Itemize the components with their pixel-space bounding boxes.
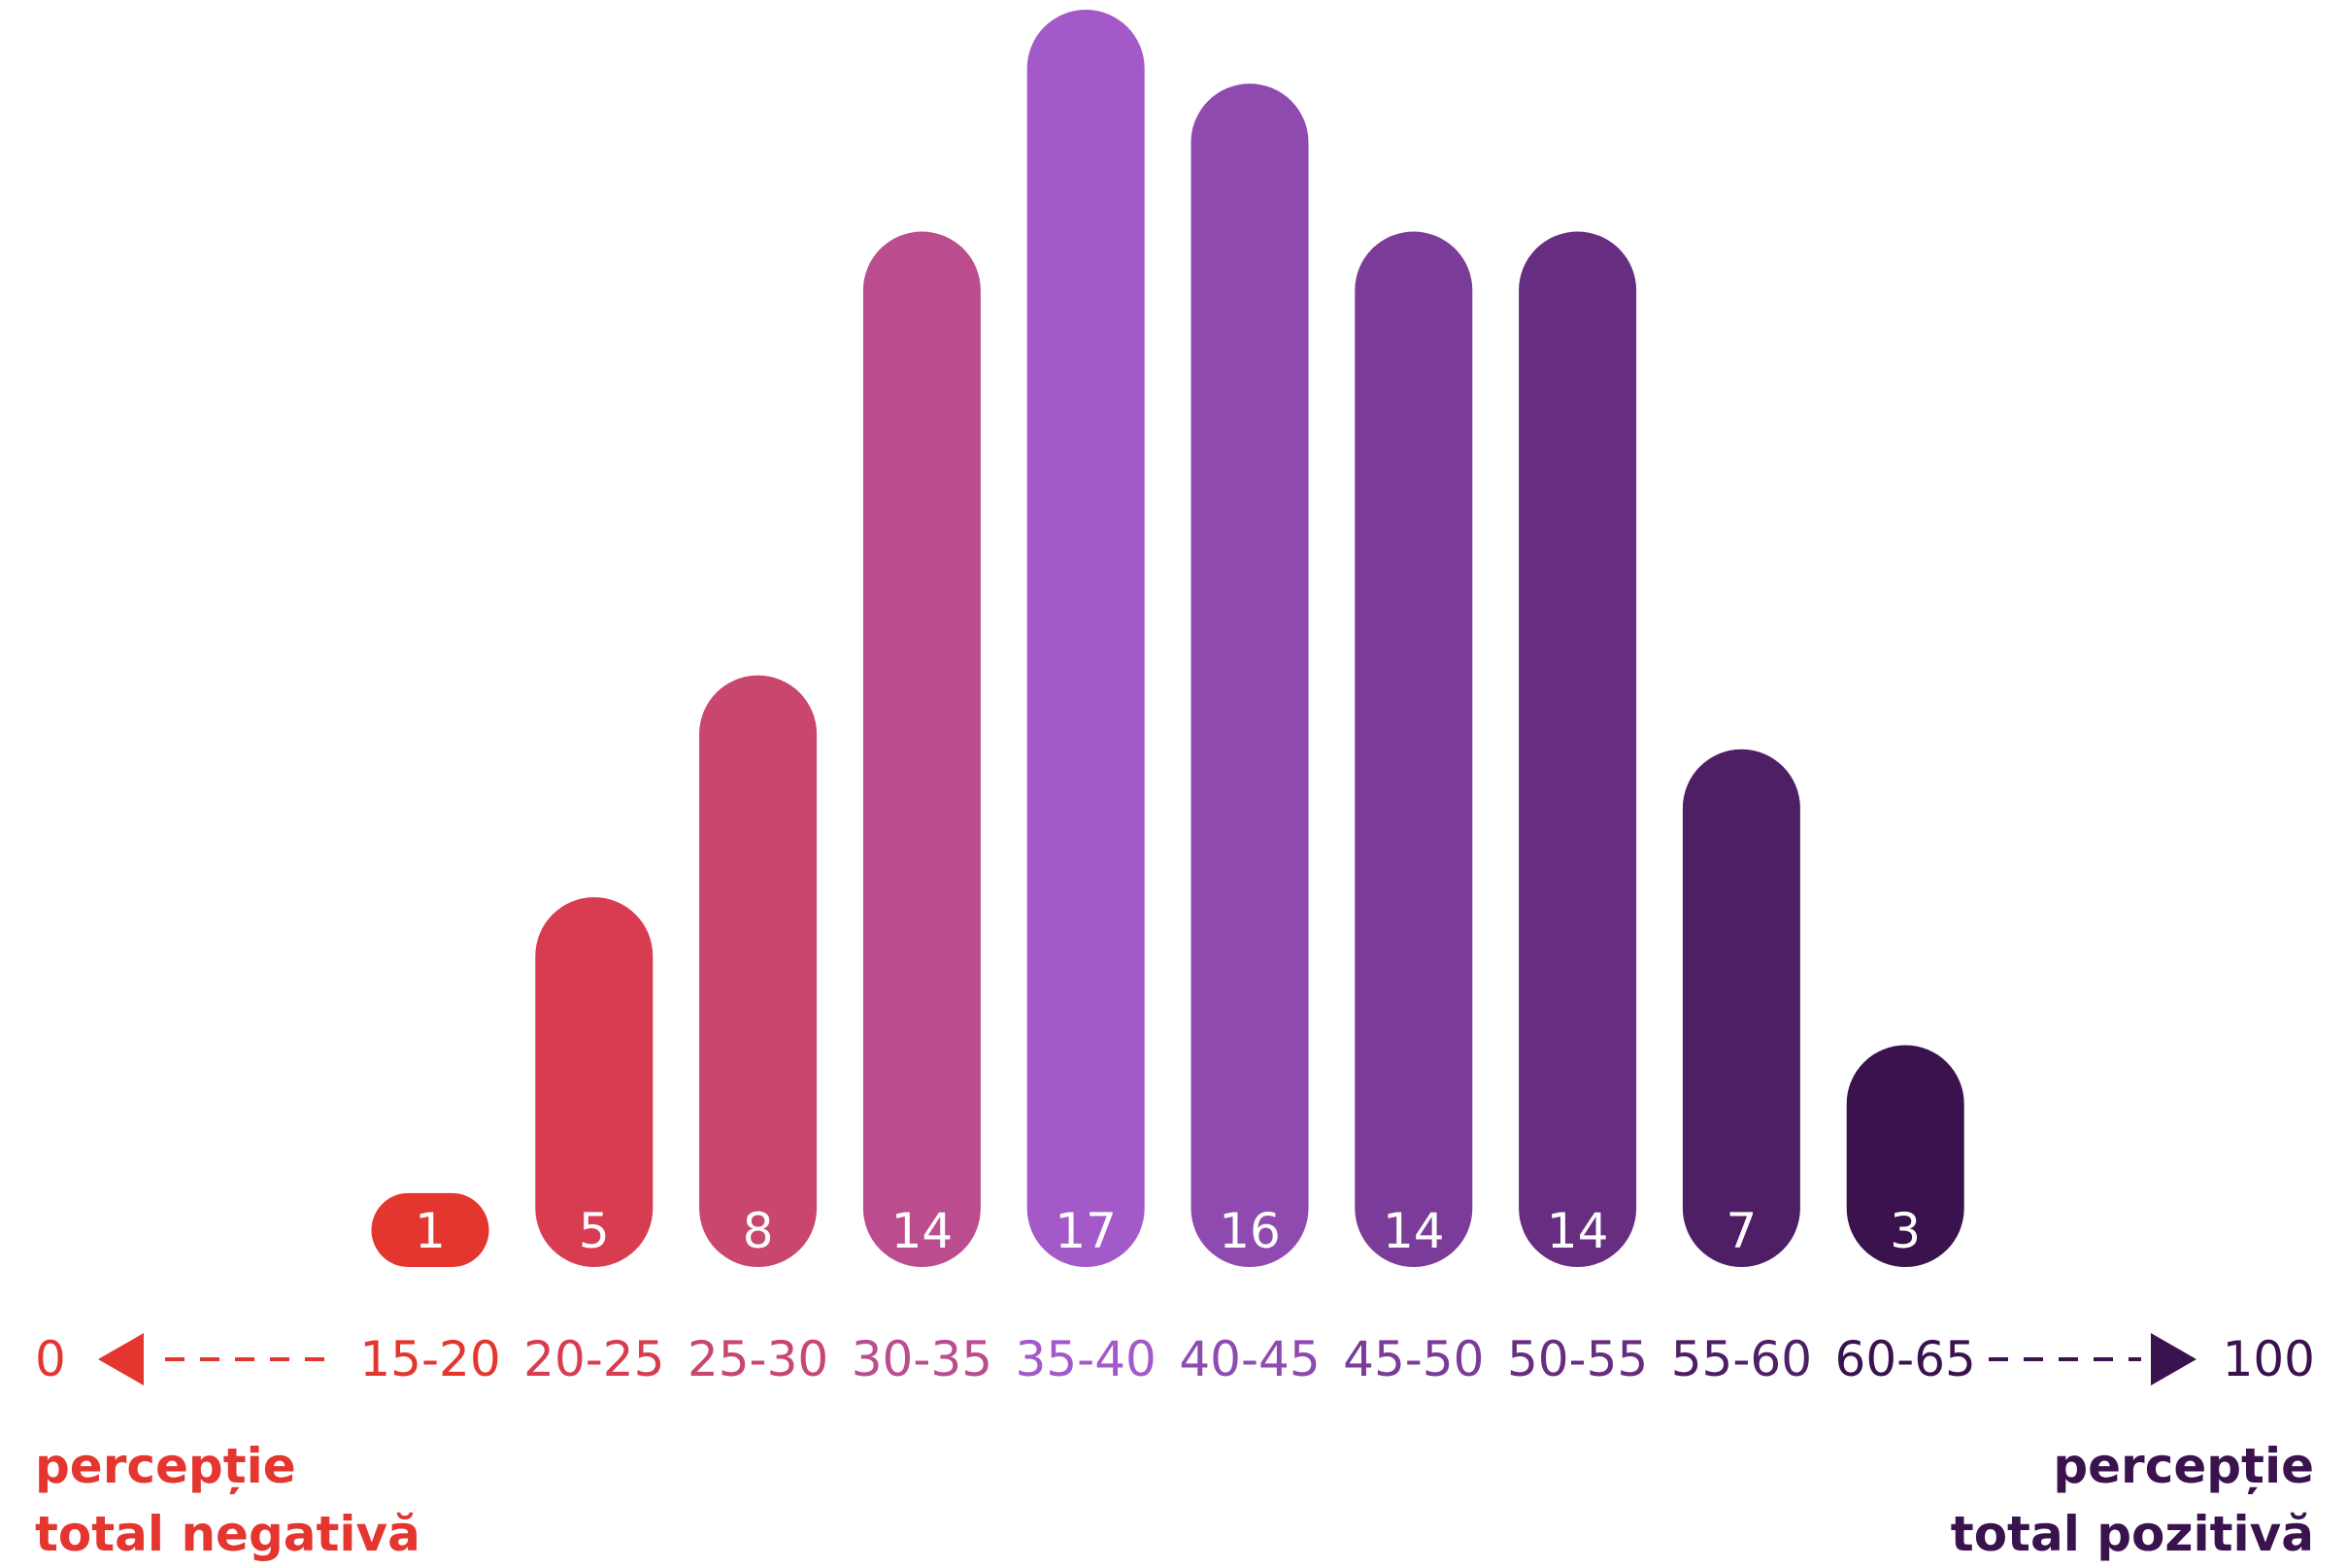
bar-40-45 bbox=[1190, 83, 1309, 1267]
left-arrow-icon bbox=[98, 1333, 144, 1385]
bar-value-label: 14 bbox=[1383, 1203, 1445, 1259]
caption-positive: percepție total pozitivă bbox=[1951, 1432, 2314, 1568]
bar-value-label: 17 bbox=[1055, 1203, 1117, 1259]
tick-label: 20-25 bbox=[523, 1331, 664, 1387]
tick-label: 45-50 bbox=[1343, 1331, 1484, 1387]
bar-20-25 bbox=[535, 897, 654, 1267]
bar-30-35 bbox=[862, 231, 981, 1267]
bar-value-label: 14 bbox=[891, 1203, 954, 1259]
tick-label: 55-60 bbox=[1671, 1331, 1812, 1387]
bar-60-65 bbox=[1846, 1045, 1964, 1267]
tick-labels-group: 15-20 20-25 25-30 30-35 35-40 40-45 45-50 50-55… bbox=[359, 1331, 1975, 1387]
bar-45-50 bbox=[1355, 231, 1473, 1267]
bar-value-label: 1 bbox=[415, 1203, 446, 1259]
bar-value-label: 16 bbox=[1219, 1203, 1281, 1259]
caption-positive-line1: percepție bbox=[2053, 1438, 2314, 1494]
right-arrow-icon bbox=[2151, 1333, 2196, 1385]
tick-label: 60-65 bbox=[1835, 1331, 1976, 1387]
bar-value-label: 7 bbox=[1726, 1203, 1757, 1259]
tick-label: 40-45 bbox=[1179, 1331, 1320, 1387]
bar-value-label: 5 bbox=[579, 1203, 610, 1259]
caption-negative-line2: total negativă bbox=[35, 1506, 420, 1562]
bar-55-60 bbox=[1682, 749, 1800, 1267]
caption-negative-line1: percepție bbox=[35, 1438, 296, 1494]
axis-left-end-label: 0 bbox=[35, 1331, 66, 1387]
axis-group: 0 100 bbox=[35, 1331, 2315, 1387]
bar-value-label: 3 bbox=[1890, 1203, 1921, 1259]
bar-value-label: 8 bbox=[743, 1203, 774, 1259]
bar-values-group: 1 5 8 14 17 16 14 14 7 3 bbox=[415, 1203, 1921, 1259]
bar-15-20 bbox=[371, 1192, 489, 1267]
axis-right-end-label: 100 bbox=[2223, 1331, 2315, 1387]
tick-label: 25-30 bbox=[687, 1331, 828, 1387]
tick-label: 15-20 bbox=[359, 1331, 500, 1387]
bar-25-30 bbox=[699, 675, 818, 1267]
tick-label: 30-35 bbox=[852, 1331, 992, 1387]
bar-35-40 bbox=[1026, 10, 1145, 1267]
tick-label: 35-40 bbox=[1016, 1331, 1157, 1387]
caption-negative: percepție total negativă bbox=[35, 1432, 420, 1568]
tick-label: 50-55 bbox=[1507, 1331, 1648, 1387]
caption-positive-line2: total pozitivă bbox=[1950, 1506, 2314, 1562]
bars-group bbox=[371, 10, 1964, 1267]
bar-50-55 bbox=[1519, 231, 1637, 1267]
bar-value-label: 14 bbox=[1547, 1203, 1609, 1259]
